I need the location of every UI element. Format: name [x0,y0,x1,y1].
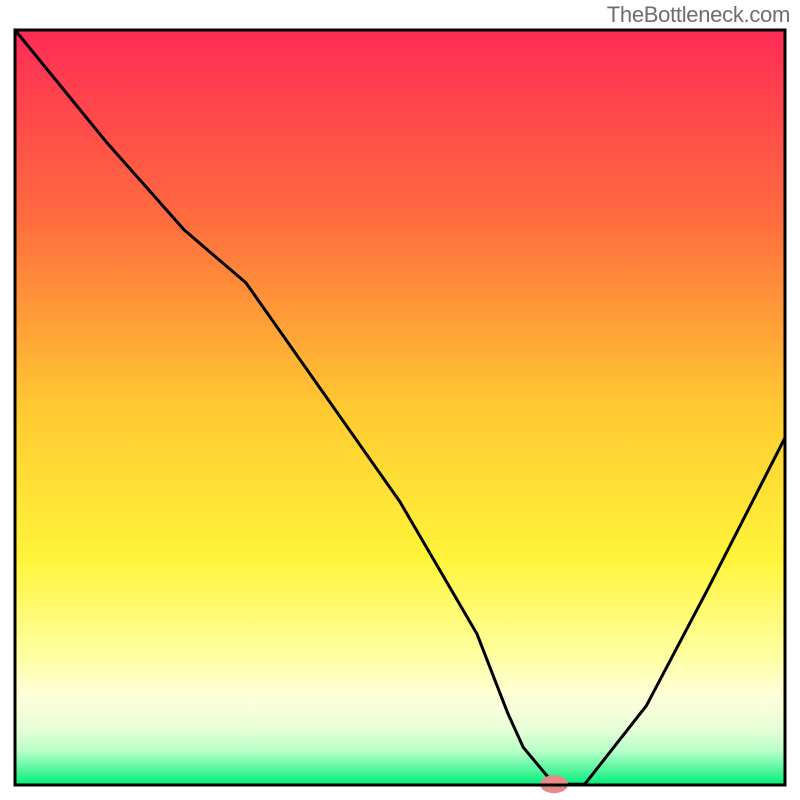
attribution-label: TheBottleneck.com [607,2,790,28]
chart-container: TheBottleneck.com [0,0,800,800]
gradient-background [15,30,785,785]
bottleneck-curve-chart [0,0,800,800]
